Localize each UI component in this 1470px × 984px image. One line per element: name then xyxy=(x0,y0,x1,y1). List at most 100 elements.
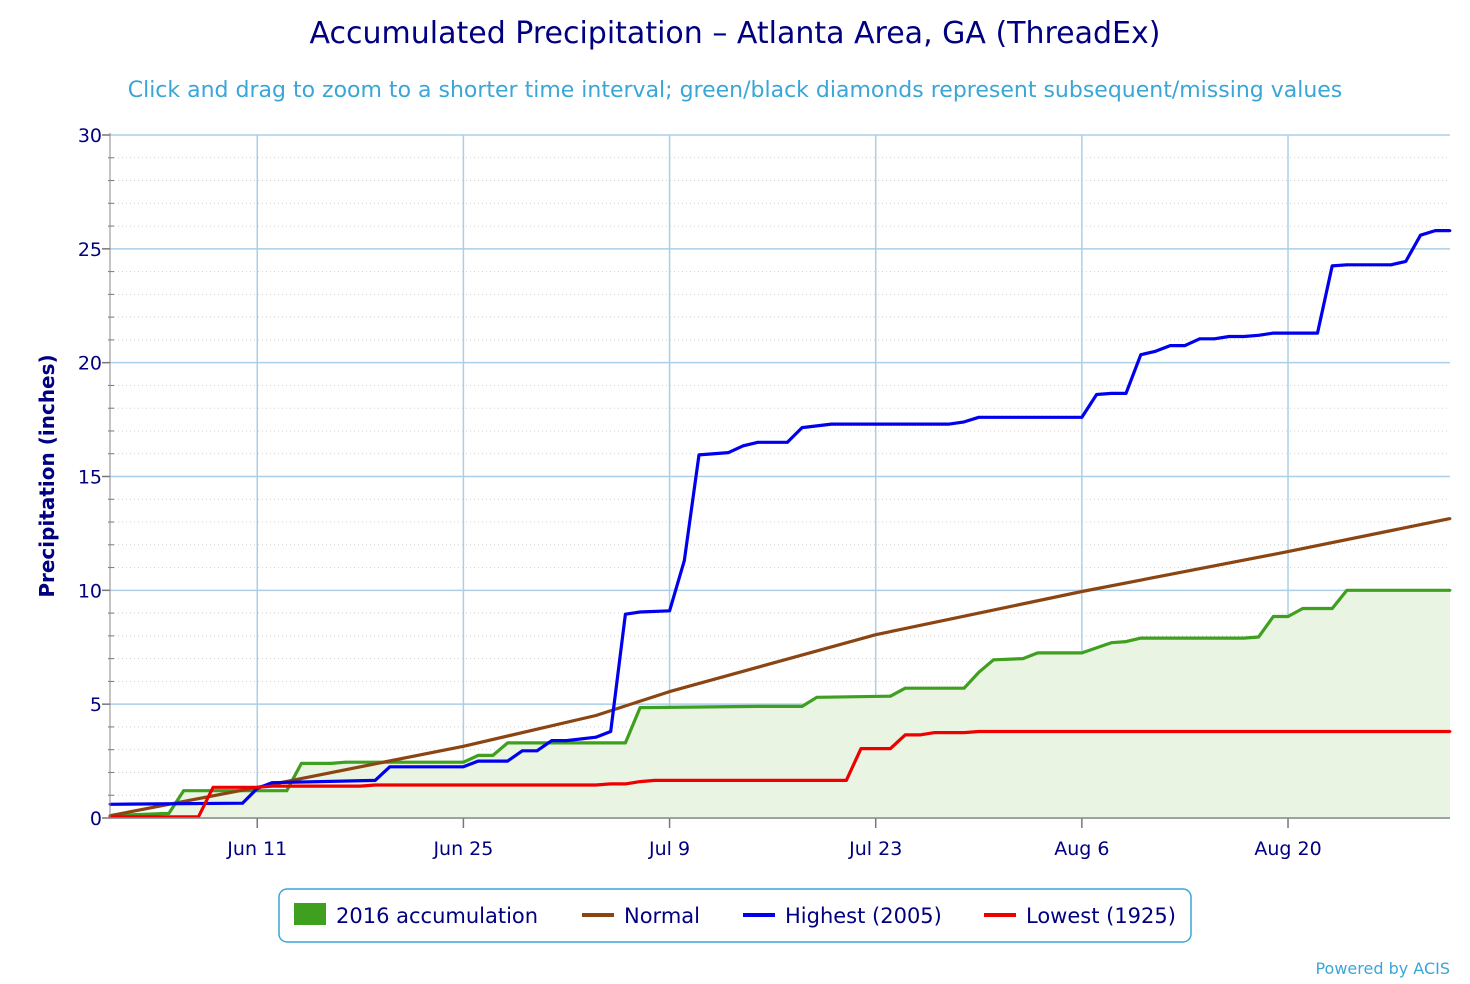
data-point-2016-accumulation xyxy=(1124,640,1128,643)
data-point-lowest-1925 xyxy=(844,779,848,782)
data-point-highest-2005 xyxy=(1095,393,1098,396)
data-point-2016-accumulation xyxy=(889,694,892,698)
data-point-lowest-1925 xyxy=(609,782,613,786)
y-tick-label: 20 xyxy=(78,353,102,375)
data-point-2016-accumulation xyxy=(329,762,333,765)
chart-title: Accumulated Precipitation – Atlanta Area… xyxy=(310,16,1161,51)
data-point-highest-2005 xyxy=(550,739,554,742)
data-point-lowest-1925 xyxy=(255,785,259,789)
data-point-lowest-1925 xyxy=(653,779,657,782)
y-axis-label: Precipitation (inches) xyxy=(35,354,59,597)
data-point-highest-2005 xyxy=(1198,337,1202,341)
data-point-normal xyxy=(1080,590,1084,593)
data-point-2016-accumulation xyxy=(491,754,495,757)
data-point-2016-accumulation xyxy=(476,754,480,757)
data-point-highest-2005 xyxy=(506,759,509,763)
data-point-2016-accumulation xyxy=(624,741,627,745)
data-point-highest-2005 xyxy=(520,749,524,753)
data-point-2016-accumulation xyxy=(506,741,509,745)
data-point-highest-2005 xyxy=(624,612,627,616)
plot-series[interactable] xyxy=(108,229,1452,819)
data-point-highest-2005 xyxy=(638,610,642,614)
x-tick-label: Aug 20 xyxy=(1254,838,1321,860)
data-point-lowest-1925 xyxy=(358,784,362,788)
legend-item-lowest[interactable]: Lowest (1925) xyxy=(984,904,1176,928)
data-point-highest-2005 xyxy=(1109,392,1113,395)
data-point-2016-accumulation xyxy=(756,705,760,708)
data-point-2016-accumulation xyxy=(1139,636,1143,640)
legend-label-2016: 2016 accumulation xyxy=(336,904,538,928)
data-point-normal xyxy=(462,744,465,748)
data-point-highest-2005 xyxy=(682,559,686,563)
powered-by-credit[interactable]: Powered by ACIS xyxy=(1315,959,1450,978)
data-point-highest-2005 xyxy=(1271,331,1275,335)
legend[interactable]: 2016 accumulation Normal Highest (2005) … xyxy=(278,888,1192,943)
y-tick-label: 10 xyxy=(78,580,102,602)
data-point-lowest-1925 xyxy=(624,782,627,786)
data-point-2016-accumulation xyxy=(344,760,347,764)
data-point-lowest-1925 xyxy=(373,783,377,787)
data-point-lowest-1925 xyxy=(211,785,215,789)
data-point-normal xyxy=(1286,550,1290,553)
data-point-lowest-1925 xyxy=(962,731,966,734)
x-tick-label: Jul 9 xyxy=(648,838,690,860)
y-tick-label: 25 xyxy=(78,239,102,261)
y-axis-ticks: 0 5 10 15 20 25 30 xyxy=(78,125,102,830)
legend-item-2016-accumulation[interactable]: 2016 accumulation xyxy=(294,903,538,928)
data-point-highest-2005 xyxy=(1124,392,1128,395)
data-point-highest-2005 xyxy=(1433,229,1437,233)
data-point-2016-accumulation xyxy=(815,695,819,699)
legend-item-normal[interactable]: Normal xyxy=(582,904,700,928)
data-point-highest-2005 xyxy=(565,739,568,742)
data-point-highest-2005 xyxy=(1168,344,1172,347)
data-point-2016-accumulation xyxy=(167,812,171,815)
data-point-2016-accumulation xyxy=(1080,651,1084,655)
data-point-highest-2005 xyxy=(462,765,465,769)
data-point-2016-accumulation xyxy=(1021,657,1025,660)
data-point-highest-2005 xyxy=(1448,229,1452,233)
legend-swatch-2016 xyxy=(294,903,326,925)
data-point-normal xyxy=(668,690,671,693)
data-point-lowest-1925 xyxy=(977,730,981,733)
data-point-normal xyxy=(874,633,878,637)
x-axis-ticks: Jun 11 Jun 25 Jul 9 Jul 23 Aug 6 Aug 20 xyxy=(226,838,1321,860)
x-tick-label: Aug 6 xyxy=(1054,838,1109,860)
data-point-2016-accumulation xyxy=(638,706,642,709)
chart-subtitle: Click and drag to zoom to a shorter time… xyxy=(128,78,1343,103)
data-point-highest-2005 xyxy=(535,749,539,753)
legend-label-normal: Normal xyxy=(624,904,700,928)
data-point-2016-accumulation xyxy=(1286,615,1290,618)
data-point-highest-2005 xyxy=(270,781,274,785)
data-point-2016-accumulation xyxy=(1345,588,1349,592)
data-point-2016-accumulation xyxy=(182,789,186,793)
axes xyxy=(102,133,1450,828)
data-point-lowest-1925 xyxy=(594,783,598,787)
data-point-highest-2005 xyxy=(786,440,789,444)
data-point-highest-2005 xyxy=(756,440,760,444)
legend-label-highest: Highest (2005) xyxy=(785,904,942,928)
data-point-normal xyxy=(594,714,598,717)
y-tick-label: 5 xyxy=(90,694,102,716)
data-point-highest-2005 xyxy=(1316,331,1319,335)
data-point-2016-accumulation xyxy=(1330,607,1334,610)
data-point-2016-accumulation xyxy=(800,705,804,708)
data-point-2016-accumulation xyxy=(462,760,465,764)
data-point-highest-2005 xyxy=(1419,233,1422,237)
legend-item-highest[interactable]: Highest (2005) xyxy=(743,904,942,928)
data-point-2016-accumulation xyxy=(992,658,995,662)
data-point-2016-accumulation xyxy=(1257,635,1260,639)
data-point-normal xyxy=(1448,517,1452,520)
data-point-2016-accumulation xyxy=(285,789,289,793)
data-point-highest-2005 xyxy=(1154,349,1157,353)
x-tick-label: Jun 11 xyxy=(226,838,287,860)
data-point-highest-2005 xyxy=(594,735,598,739)
data-point-2016-accumulation xyxy=(903,686,907,690)
data-point-lowest-1925 xyxy=(918,733,922,737)
y-tick-label: 15 xyxy=(78,467,102,489)
data-point-lowest-1925 xyxy=(903,733,907,737)
data-point-lowest-1925 xyxy=(933,731,936,734)
data-point-highest-2005 xyxy=(1389,263,1393,267)
data-point-highest-2005 xyxy=(668,609,671,613)
data-point-highest-2005 xyxy=(1345,263,1349,267)
